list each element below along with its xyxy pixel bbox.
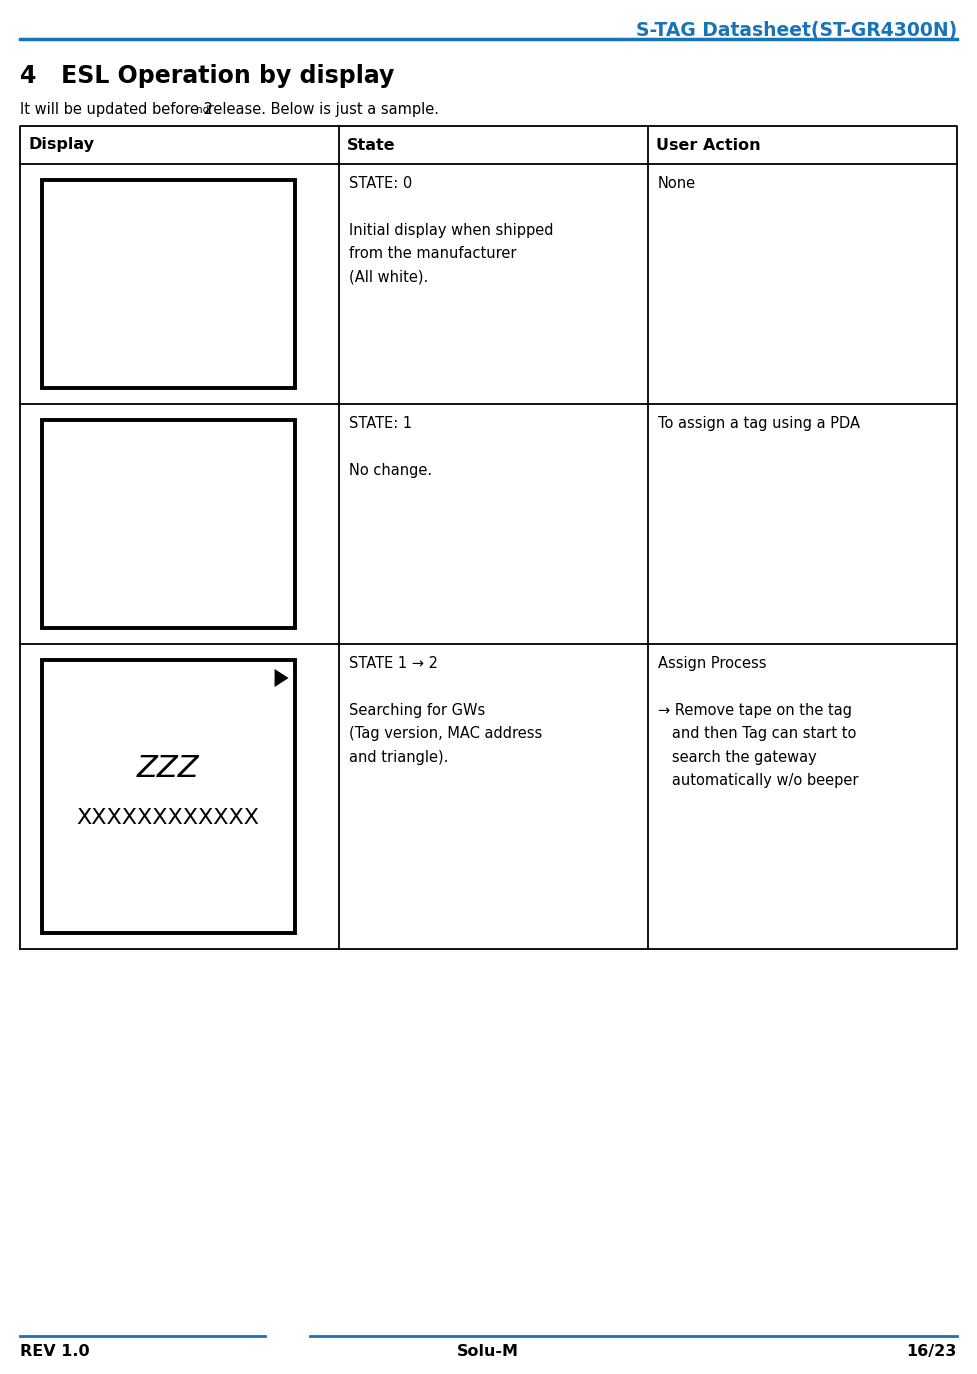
- Text: 16/23: 16/23: [907, 1344, 957, 1359]
- Text: User Action: User Action: [656, 137, 760, 153]
- Text: None: None: [658, 176, 696, 191]
- Polygon shape: [275, 669, 288, 687]
- Text: Display: Display: [28, 137, 94, 153]
- Text: ZZZ: ZZZ: [137, 754, 199, 783]
- Text: XXXXXXXXXXXX: XXXXXXXXXXXX: [77, 808, 260, 829]
- Text: release. Below is just a sample.: release. Below is just a sample.: [203, 102, 439, 117]
- Bar: [42, 180, 295, 387]
- Text: Solu-M: Solu-M: [457, 1344, 519, 1359]
- Text: nd: nd: [196, 104, 209, 115]
- Text: To assign a tag using a PDA: To assign a tag using a PDA: [658, 416, 860, 431]
- Bar: [42, 660, 295, 933]
- Text: STATE: 0

Initial display when shipped
from the manufacturer
(All white).: STATE: 0 Initial display when shipped fr…: [349, 176, 553, 284]
- Text: S-TAG Datasheet(ST-GR4300N): S-TAG Datasheet(ST-GR4300N): [636, 21, 957, 40]
- Text: STATE: 1

No change.: STATE: 1 No change.: [349, 416, 432, 478]
- Text: State: State: [347, 137, 396, 153]
- Text: STATE 1 → 2

Searching for GWs
(Tag version, MAC address
and triangle).: STATE 1 → 2 Searching for GWs (Tag versi…: [349, 655, 542, 764]
- Text: Assign Process

→ Remove tape on the tag
   and then Tag can start to
   search : Assign Process → Remove tape on the tag …: [658, 655, 858, 789]
- Bar: [42, 420, 295, 628]
- Text: It will be updated before 2: It will be updated before 2: [20, 102, 213, 117]
- Text: REV 1.0: REV 1.0: [20, 1344, 90, 1359]
- Text: 4   ESL Operation by display: 4 ESL Operation by display: [20, 65, 395, 88]
